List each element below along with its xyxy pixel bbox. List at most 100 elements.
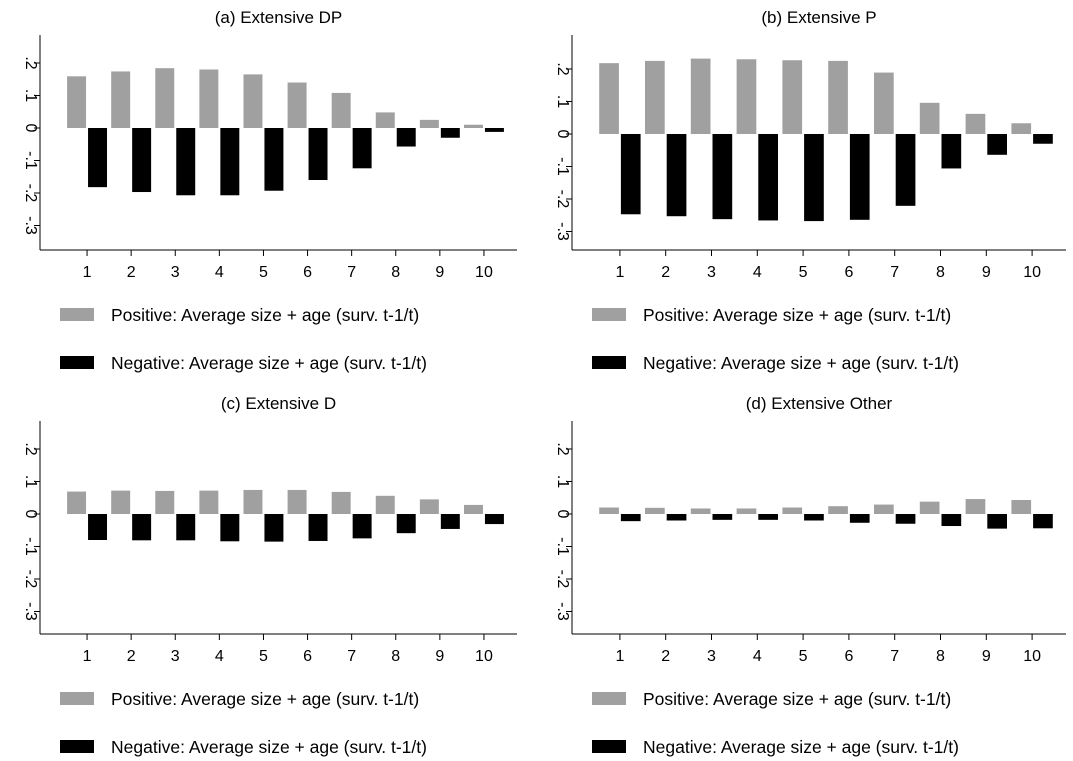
y-tick-label: -.2 (22, 184, 39, 203)
bar-negative (1033, 134, 1053, 144)
bar-positive (419, 499, 439, 514)
bar-positive (375, 495, 395, 514)
bar-negative (941, 514, 962, 527)
y-tick-label: -.1 (22, 537, 39, 556)
bar-negative (712, 514, 733, 520)
x-tick-label: 5 (799, 648, 808, 665)
x-tick-label: 6 (303, 264, 312, 281)
legend-swatch (60, 308, 94, 321)
y-tick-label: .2 (22, 442, 39, 455)
bar-negative (666, 514, 687, 521)
bar-positive (874, 72, 894, 134)
bar-negative (440, 128, 460, 138)
bar-negative (758, 514, 778, 520)
bar-negative (264, 128, 284, 191)
panel-3: (c) Extensive D .2 .1 0 -.1 -.2 -.3 1 2 3 4 5 6 7 8 9 10… (22, 394, 517, 757)
x-tick-label: 8 (391, 264, 400, 281)
bar-positive (155, 490, 175, 514)
bar-negative (220, 514, 240, 542)
y-tick-label: .2 (554, 62, 571, 75)
bar-negative (987, 514, 1007, 529)
legend-swatch (592, 692, 626, 705)
x-tick-label: 9 (435, 648, 444, 665)
bar-positive (782, 60, 803, 134)
y-tick-label: .1 (22, 89, 39, 102)
x-tick-label: 3 (171, 648, 180, 665)
x-tick-label: 2 (661, 648, 670, 665)
y-tick-label: .2 (22, 56, 39, 69)
x-tick-label: 10 (475, 648, 493, 665)
x-tick-label: 10 (1023, 648, 1041, 665)
x-tick-label: 7 (347, 648, 356, 665)
x-tick-label: 4 (215, 648, 224, 665)
bar-positive (874, 504, 894, 514)
y-tick-label: -.3 (22, 602, 39, 621)
bar-positive (1011, 123, 1032, 134)
x-tick-label: 2 (127, 648, 136, 665)
legend-swatch (60, 692, 94, 705)
bar-negative (308, 128, 328, 180)
bar-negative (758, 134, 778, 221)
x-tick-label: 2 (661, 264, 670, 281)
bar-negative (264, 514, 284, 542)
bar-positive (199, 490, 219, 514)
bar-negative (88, 514, 108, 540)
bar-positive (965, 499, 986, 514)
panel-title: (c) Extensive D (221, 394, 336, 413)
y-tick-label: 0 (554, 130, 571, 139)
x-tick-label: 3 (171, 264, 180, 281)
y-tick-label: .1 (554, 95, 571, 108)
bar-negative (396, 514, 416, 534)
y-tick-label: -.3 (554, 222, 571, 241)
y-tick-label: .1 (22, 475, 39, 488)
bar-positive (645, 507, 665, 514)
x-tick-label: 2 (127, 264, 136, 281)
bar-negative (352, 128, 372, 169)
panel-title: (d) Extensive Other (746, 394, 893, 413)
bar-positive (919, 501, 940, 514)
bar-negative (308, 514, 328, 541)
legend-label: Negative: Average size + age (surv. t-1/… (111, 353, 427, 373)
y-tick-label: 0 (22, 124, 39, 133)
bar-negative (987, 134, 1007, 155)
x-tick-label: 8 (936, 648, 945, 665)
y-tick-label: -.3 (22, 216, 39, 235)
bar-positive (243, 74, 263, 128)
bar-negative (396, 128, 416, 147)
y-tick-label: -.2 (554, 570, 571, 589)
bar-positive (965, 113, 986, 134)
panel-title: (a) Extensive DP (215, 8, 343, 27)
bar-positive (111, 490, 131, 514)
y-tick-label: -.2 (22, 570, 39, 589)
bar-negative (1033, 514, 1053, 529)
bar-negative (849, 514, 870, 523)
bar-positive (690, 58, 711, 134)
bar-positive (919, 102, 940, 134)
bar-positive (287, 82, 307, 128)
bar-positive (331, 491, 351, 514)
bar-positive (375, 112, 395, 128)
bar-negative (132, 128, 152, 193)
bar-negative (440, 514, 460, 529)
bar-positive (111, 71, 131, 128)
legend-swatch (60, 740, 94, 753)
bar-positive (1011, 500, 1032, 514)
x-tick-label: 3 (707, 648, 716, 665)
bar-negative (352, 514, 372, 539)
x-tick-label: 8 (936, 264, 945, 281)
x-tick-label: 3 (707, 264, 716, 281)
y-tick-label: .1 (554, 475, 571, 488)
bar-positive (645, 60, 665, 134)
bar-positive (199, 69, 219, 128)
x-tick-label: 9 (435, 264, 444, 281)
legend-label: Positive: Average size + age (surv. t-1/… (111, 305, 419, 325)
bar-positive (828, 60, 848, 134)
bar-negative (941, 134, 962, 169)
y-tick-label: 0 (554, 510, 571, 519)
x-tick-label: 5 (799, 264, 808, 281)
y-tick-label: -.2 (554, 190, 571, 209)
panel-4: (d) Extensive Other .2 .1 0 -.1 -.2 -.3 1 2 3 4 5 6 7… (554, 394, 1066, 757)
bar-negative (712, 134, 733, 220)
bar-positive (463, 504, 483, 514)
x-tick-label: 1 (83, 648, 92, 665)
